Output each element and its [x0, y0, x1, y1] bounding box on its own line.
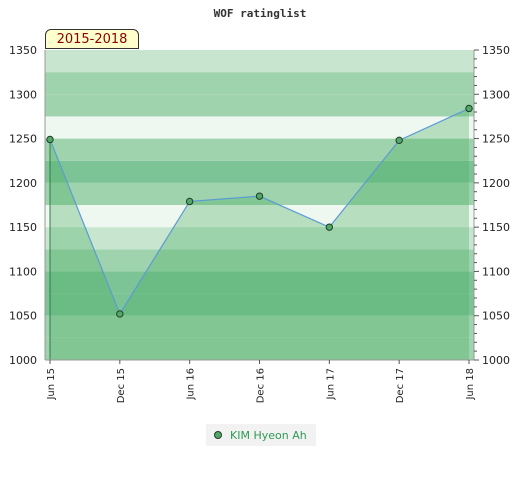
background-band [45, 116, 474, 139]
x-axis-ticks: Jun 15 Dec 15 Jun 16 Dec 16 Jun 17 Dec 17 Jun … [46, 360, 476, 403]
series-area [50, 108, 469, 360]
period-badge: 2015-2018 [45, 29, 139, 49]
y-tick-label-right: 1300 [482, 88, 510, 101]
y-tick-label-left: 1350 [9, 44, 37, 57]
background-band [45, 160, 474, 183]
x-tick-label: Jun 18 [465, 368, 476, 401]
y-tick-label-left: 1000 [9, 354, 37, 367]
y-axis-right-ticks: 1000 1050 1100 1150 1200 1250 1300 1350 [474, 44, 510, 367]
y-tick-label-right: 1250 [482, 133, 510, 146]
y-tick-label-left: 1150 [9, 221, 37, 234]
y-tick-label-right: 1100 [482, 265, 510, 278]
y-tick-label-right: 1200 [482, 177, 510, 190]
data-point[interactable] [46, 135, 54, 144]
x-tick-label: Jun 16 [186, 368, 197, 401]
background-bands [45, 50, 474, 360]
data-points [46, 104, 473, 318]
background-band [45, 293, 474, 316]
background-band [45, 138, 474, 161]
y-tick-label-right: 1150 [482, 221, 510, 234]
y-tick-label-right: 1350 [482, 44, 510, 57]
legend[interactable]: KIM Hyeon Ah [206, 424, 316, 446]
background-band [45, 249, 474, 272]
y-tick-label-left: 1050 [9, 310, 37, 323]
background-band [45, 271, 474, 294]
y-tick-label-right: 1050 [482, 310, 510, 323]
data-point[interactable] [116, 310, 124, 318]
legend-label: KIM Hyeon Ah [230, 428, 307, 442]
background-band [45, 72, 474, 95]
x-tick-label: Dec 16 [256, 368, 267, 403]
x-tick-label: Jun 17 [325, 368, 336, 401]
data-point[interactable] [185, 197, 194, 206]
x-tick-label: Jun 15 [46, 368, 57, 401]
data-point[interactable] [325, 223, 334, 231]
background-band [45, 205, 474, 228]
background-band [45, 337, 474, 360]
background-band [45, 94, 474, 117]
y-tick-label-left: 1200 [9, 177, 37, 190]
y-tick-label-left: 1250 [9, 133, 37, 146]
y-axis-left-ticks: 1000 1050 1100 1150 1200 1250 1300 1350 [9, 44, 37, 367]
x-tick-label: Dec 17 [395, 368, 406, 403]
background-band [45, 50, 474, 73]
chart-title: WOF ratinglist [214, 7, 307, 20]
legend-marker [214, 431, 222, 439]
background-band [45, 227, 474, 250]
data-point[interactable] [465, 104, 473, 113]
y-tick-label-left: 1100 [9, 265, 37, 278]
y-tick-label-right: 1000 [482, 354, 510, 367]
y-tick-label-left: 1300 [9, 88, 37, 101]
data-point[interactable] [255, 192, 264, 200]
x-tick-label: Dec 15 [116, 368, 127, 403]
background-band [45, 315, 474, 338]
data-point[interactable] [395, 136, 403, 145]
